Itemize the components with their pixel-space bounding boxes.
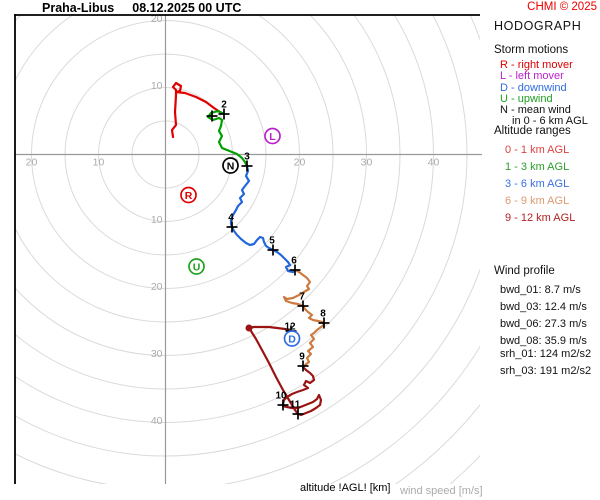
ring-label: 10: [151, 80, 163, 92]
legend-left-mover: L - left mover: [500, 70, 564, 83]
storm-motions-label: Storm motions: [494, 44, 569, 56]
srh-03-value: srh_03: 191 m2/s2: [500, 365, 592, 377]
ring-label: 20: [151, 281, 163, 293]
storm-marker-d: D: [283, 330, 301, 347]
storm-marker-circle: [264, 127, 281, 145]
sounding-datetime: 08.12.2025 00 UTC: [132, 1, 242, 15]
legend-right-mover: R - right mover: [500, 59, 573, 71]
ring-label: 10: [151, 214, 163, 226]
storm-marker-circle: [188, 258, 205, 275]
trace-end-cap: [245, 324, 253, 332]
ring-label: 20: [151, 13, 163, 25]
wind-speed-axis-label: wind speed [m/s]: [400, 485, 483, 497]
bwd-01-value: bwd_01: 8.7 m/s: [500, 284, 581, 296]
altitude-ranges-section: Altitude ranges 0 - 1 km AGL 1 - 3 km AG…: [494, 125, 575, 227]
range-1-3km: 1 - 3 km AGL: [505, 161, 570, 173]
storm-motions-section: Storm motions R - right mover L - left m…: [494, 44, 588, 128]
altitude-marker-label: 3: [244, 152, 250, 163]
wind-profile-section: Wind profile bwd_01: 8.7 m/s bwd_03: 12.…: [494, 265, 591, 380]
legend-mean-wind-sub: in 0 - 6 km AGL: [512, 115, 588, 128]
range-ring: [15, 15, 334, 323]
ring-labels: 10 20 10 20 30 40 10 20 10 20 30 40: [26, 13, 440, 427]
storm-marker-r: R: [180, 186, 197, 204]
storm-marker-letter: D: [288, 333, 296, 345]
range-3-6km: 3 - 6 km AGL: [505, 178, 570, 190]
altitude-axis-label: altitude !AGL! [km]: [300, 482, 391, 494]
range-6-9km: 6 - 9 km AGL: [505, 195, 570, 207]
storm-marker-letter: L: [269, 131, 276, 143]
legend-mean-wind: N - mean wind: [500, 104, 571, 117]
storm-marker-l: L: [264, 127, 281, 145]
range-ring: [15, 15, 401, 390]
range-ring: [394, 403, 480, 484]
altitude-marker-label: 7: [299, 292, 305, 303]
ring-label: 20: [26, 157, 38, 169]
panel-heading: HODOGRAPH: [494, 19, 582, 33]
altitude-marker-label: 8: [320, 309, 326, 320]
altitude-marker-label: 6: [291, 256, 297, 267]
altitude-marker-label: 11: [290, 400, 301, 411]
legend-upwind: U - upwind: [500, 92, 553, 105]
altitude-marker-label: 5: [269, 236, 275, 247]
wind-trace-segment: [229, 164, 297, 274]
wind-trace-segment: [282, 268, 326, 369]
altitude-marker-label: 9: [299, 352, 305, 363]
range-ring: [15, 15, 434, 423]
storm-marker-n: N: [222, 157, 239, 174]
ring-label: 30: [151, 348, 163, 360]
copyright-text: CHMI © 2025: [527, 1, 597, 13]
altitude-marker-label: 12: [284, 322, 296, 333]
altitude-marker-label: 4: [228, 213, 234, 224]
altitude-marker-label: 2: [221, 100, 227, 111]
storm-marker-circle: [222, 157, 239, 174]
ring-label: 20: [294, 157, 306, 169]
page-title: Praha-Libus 08.12.2025 00 UTC: [42, 1, 241, 15]
bwd-08-value: bwd_08: 35.9 m/s: [500, 335, 587, 347]
altitude-ranges-label: Altitude ranges: [494, 125, 571, 137]
range-0-1km: 0 - 1 km AGL: [505, 144, 570, 156]
ring-label: 30: [361, 157, 373, 169]
range-ring: [15, 15, 367, 356]
ring-label: 10: [93, 157, 105, 169]
legend-downwind: D - downwind: [500, 81, 567, 94]
bwd-06-value: bwd_06: 27.3 m/s: [500, 318, 587, 330]
storm-marker-letter: U: [193, 261, 201, 273]
wind-trace-segment: [246, 325, 323, 417]
station-name: Praha-Libus: [42, 1, 115, 15]
range-ring: [329, 345, 480, 484]
storm-marker-u: U: [188, 258, 205, 275]
storm-marker-letter: N: [227, 160, 235, 172]
srh-01-value: srh_01: 124 m2/s2: [500, 348, 592, 360]
wind-trace-segment: [170, 81, 226, 139]
storm-marker-letter: R: [185, 190, 193, 202]
range-9-12km: 9 - 12 km AGL: [505, 212, 576, 224]
altitude-marker-label: 10: [275, 391, 287, 402]
ring-label: 40: [428, 157, 440, 169]
storm-marker-circle: [180, 186, 197, 204]
ring-label: 40: [151, 415, 163, 427]
bwd-03-value: bwd_03: 12.4 m/s: [500, 301, 587, 313]
storm-marker-circle: [283, 330, 301, 347]
wind-profile-label: Wind profile: [494, 265, 555, 277]
